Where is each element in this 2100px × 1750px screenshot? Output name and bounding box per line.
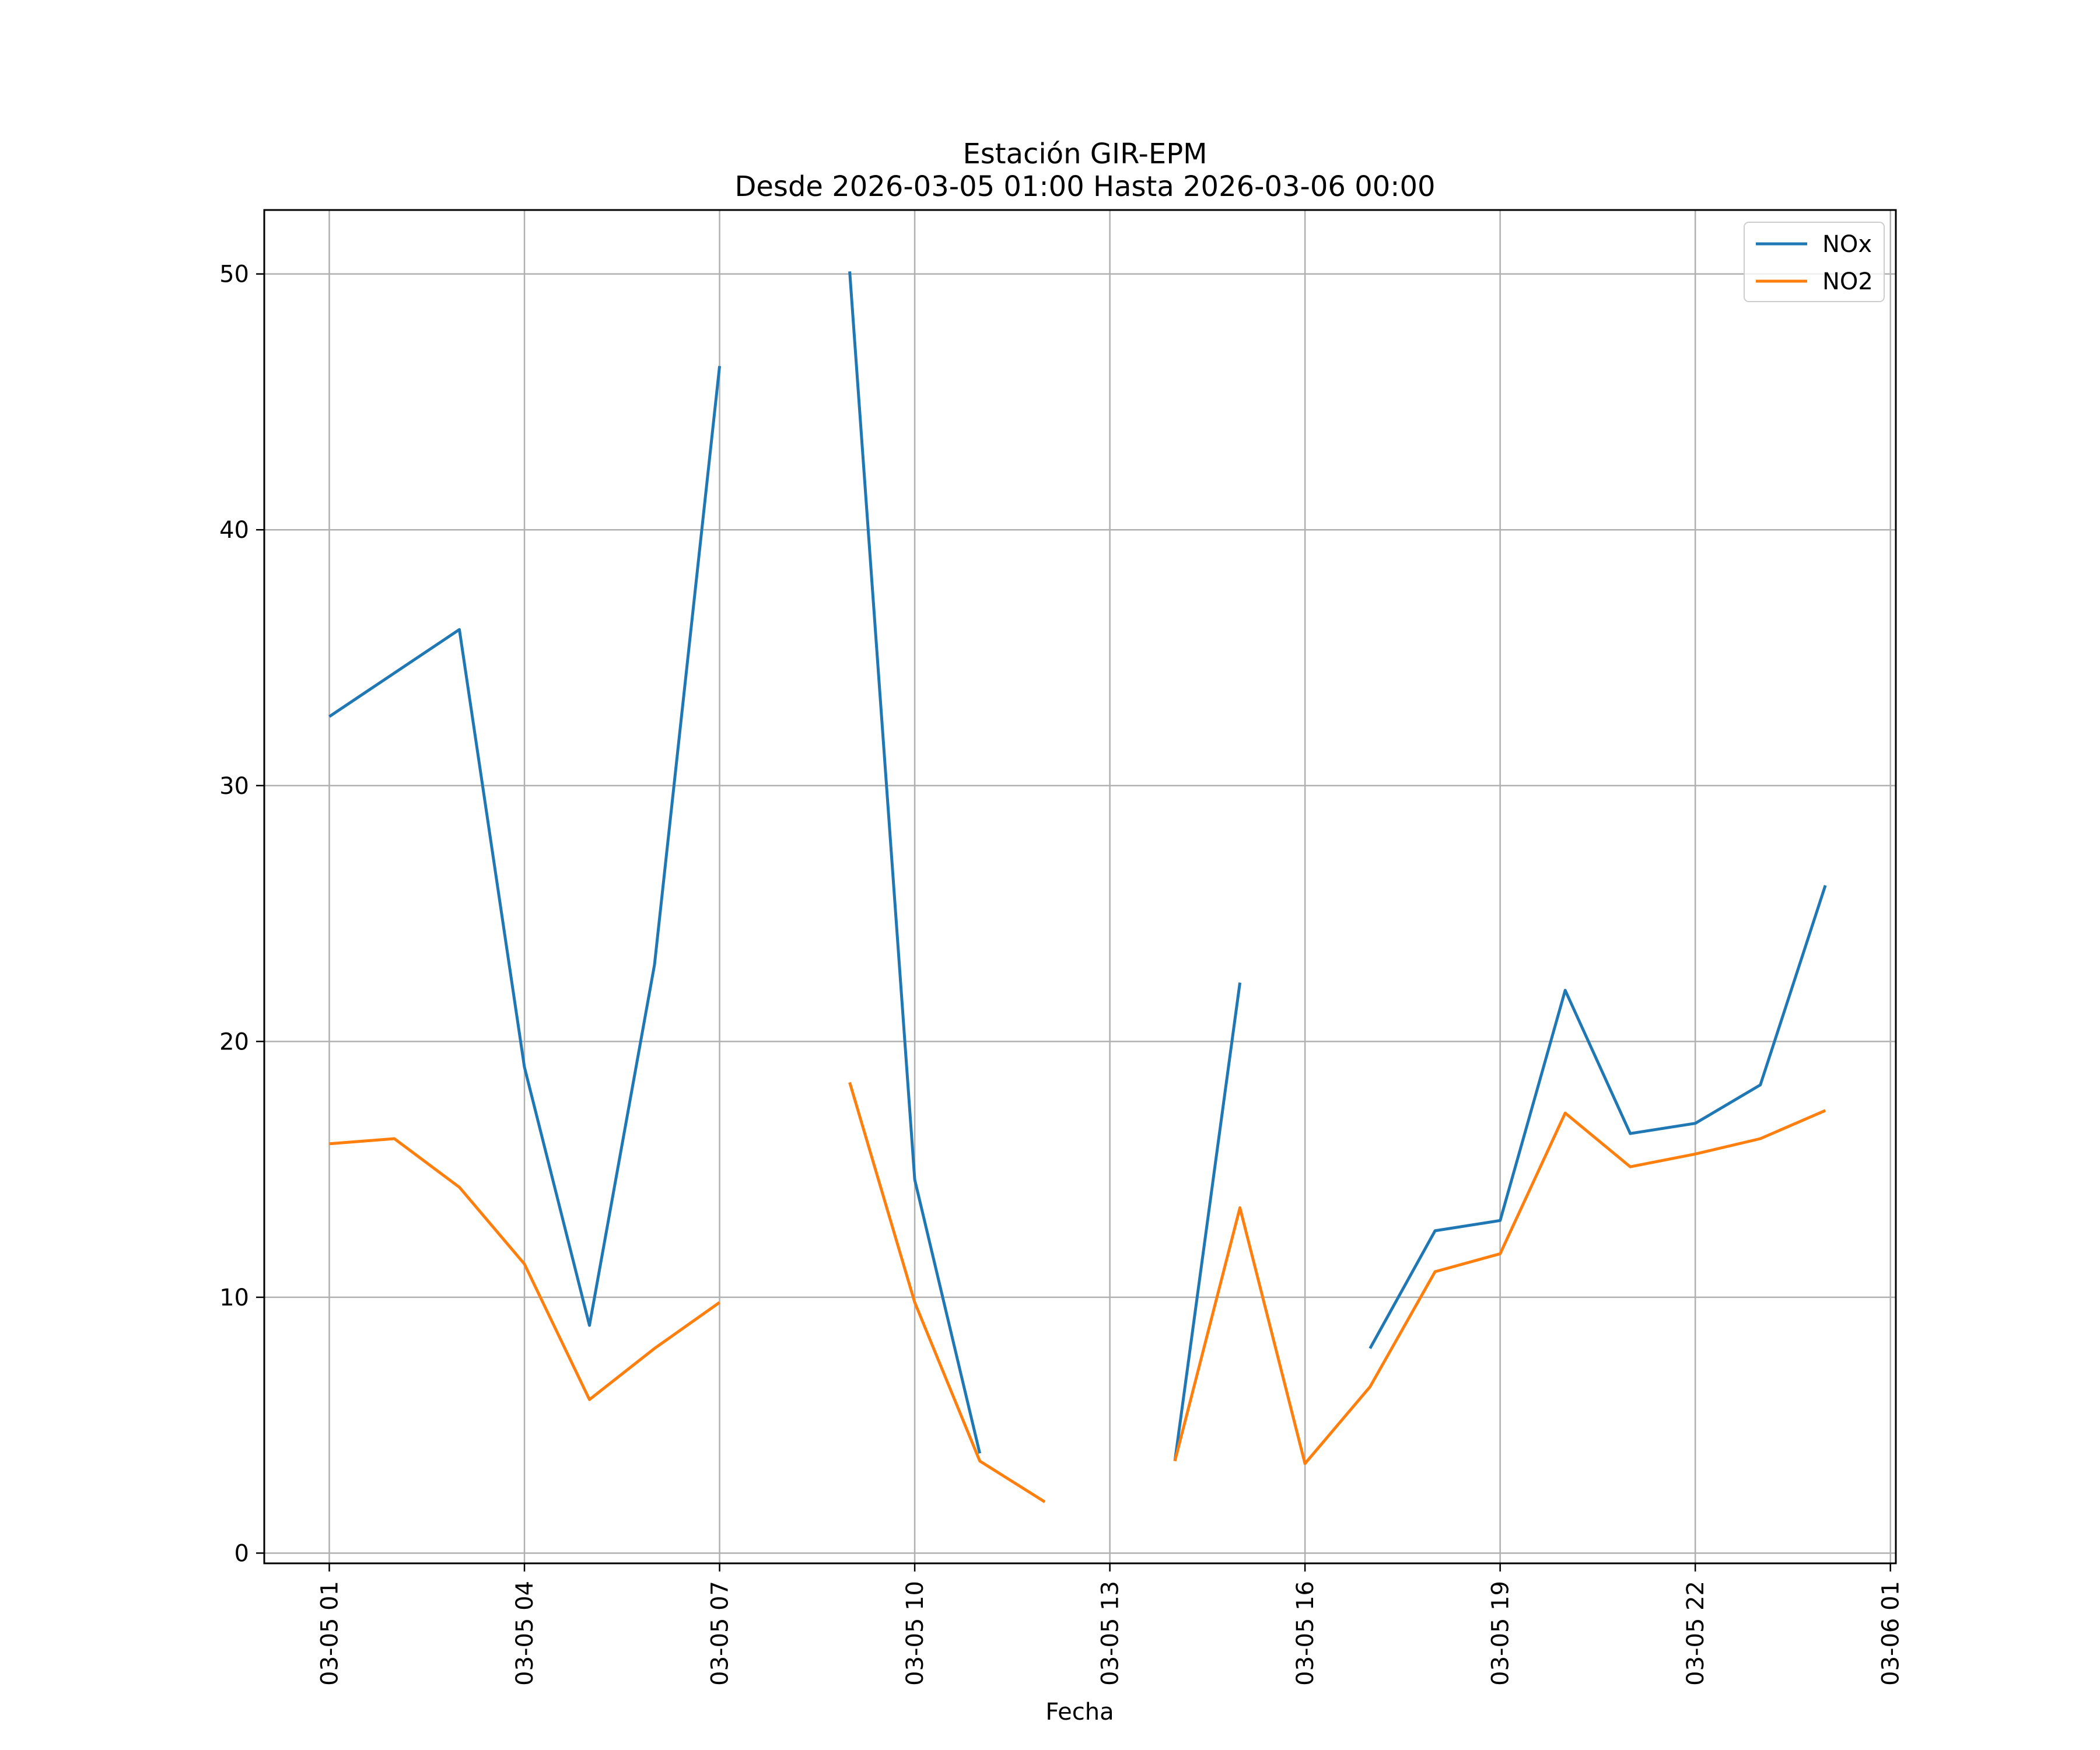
x-tick-label: 03-05 13 bbox=[1097, 1581, 1124, 1686]
legend-label-no2: NO2 bbox=[1822, 268, 1873, 295]
series-line-no2 bbox=[848, 1082, 1046, 1503]
y-tick-label: 20 bbox=[219, 1028, 249, 1055]
x-tick-label: 03-05 22 bbox=[1682, 1581, 1709, 1686]
series-line-nox bbox=[328, 366, 722, 1327]
series-lines bbox=[328, 271, 1827, 1503]
x-tick-label: 03-05 19 bbox=[1488, 1581, 1514, 1686]
chart-subtitle: Desde 2026-03-05 01:00 Hasta 2026-03-06 … bbox=[734, 170, 1435, 203]
y-tick-label: 50 bbox=[219, 261, 249, 288]
x-tick-label: 03-05 16 bbox=[1292, 1581, 1319, 1686]
legend-label-nox: NOx bbox=[1822, 231, 1872, 258]
y-axis-ticks: 0 10 20 30 40 50 bbox=[219, 261, 264, 1567]
chart-title: Estación GIR-EPM bbox=[963, 138, 1207, 170]
x-tick-label: 03-05 07 bbox=[707, 1581, 734, 1686]
x-tick-label: 03-05 01 bbox=[317, 1581, 344, 1686]
series-line-nox bbox=[1173, 982, 1242, 1461]
x-tick-label: 03-06 01 bbox=[1878, 1581, 1905, 1686]
x-axis-label: Fecha bbox=[1045, 1699, 1114, 1726]
x-tick-label: 03-05 10 bbox=[902, 1581, 929, 1686]
x-tick-label: 03-05 04 bbox=[512, 1581, 538, 1686]
x-axis-ticks: 03-05 01 03-05 04 03-05 07 03-05 10 03-05 13… bbox=[317, 1563, 1905, 1686]
y-tick-label: 30 bbox=[219, 773, 249, 800]
series-line-no2 bbox=[1173, 1109, 1826, 1465]
y-tick-label: 40 bbox=[219, 517, 249, 544]
series-line-nox bbox=[1368, 885, 1827, 1349]
grid-lines bbox=[264, 210, 1896, 1563]
series-nox bbox=[328, 271, 1827, 1461]
series-line-nox bbox=[848, 271, 982, 1454]
legend: NOx NO2 bbox=[1744, 222, 1885, 302]
series-no2 bbox=[329, 1082, 1826, 1503]
y-tick-label: 0 bbox=[235, 1540, 249, 1567]
y-tick-label: 10 bbox=[219, 1284, 249, 1311]
series-line-no2 bbox=[329, 1137, 721, 1401]
plot-area-frame bbox=[263, 209, 1897, 1564]
